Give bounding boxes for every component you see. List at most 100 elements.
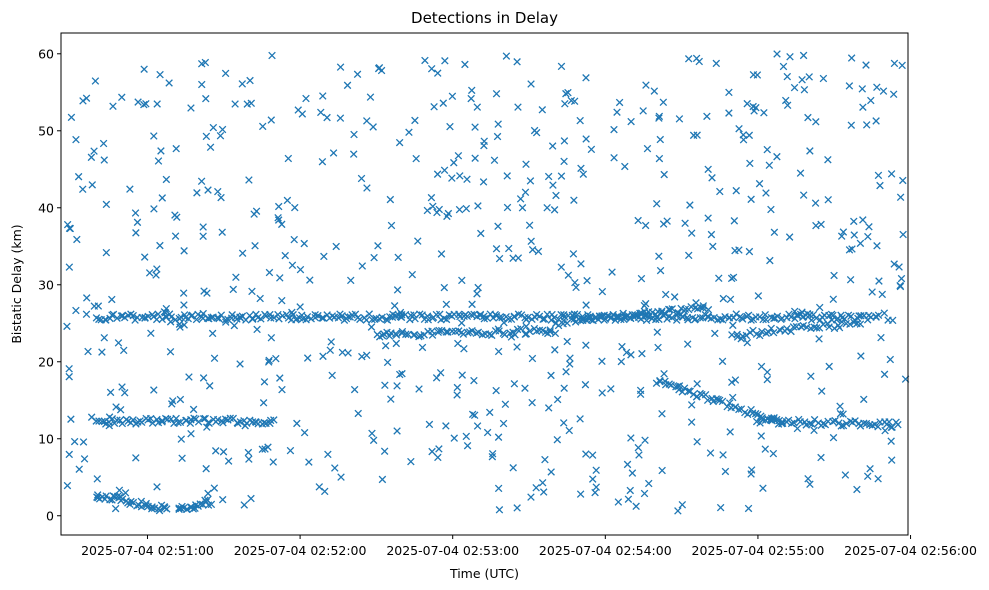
scatter-point (421, 56, 429, 65)
scatter-point (468, 410, 477, 419)
scatter-point (463, 175, 471, 184)
scatter-point (815, 303, 824, 312)
y-axis-ticks: 0 10 20 30 40 50 60 (38, 46, 61, 523)
scatter-point (190, 414, 198, 422)
scatter-point (180, 321, 188, 329)
scatter-point (898, 61, 906, 70)
scatter-point (810, 426, 818, 435)
scatter-point (797, 323, 805, 331)
scatter-point (543, 203, 551, 212)
scatter-point (500, 318, 508, 327)
scatter-point (258, 122, 267, 131)
scatter-point (726, 295, 735, 304)
scatter-point (131, 209, 140, 217)
scatter-point (769, 449, 778, 458)
scatter-point (746, 159, 754, 168)
scatter-point (549, 181, 557, 189)
scatter-point (639, 107, 647, 115)
scatter-point (199, 223, 207, 231)
scatter-point (617, 357, 626, 366)
scatter-point (106, 388, 115, 397)
scatter-point (798, 75, 806, 84)
scatter-point (474, 328, 483, 337)
x-axis-label: Time (UTC) (449, 566, 519, 581)
scatter-point (436, 369, 445, 377)
scatter-point (607, 385, 615, 393)
scatter-point (848, 245, 856, 253)
scatter-point (354, 409, 362, 418)
scatter-point (812, 324, 821, 332)
scatter-point (521, 188, 530, 196)
scatter-point (538, 106, 547, 114)
scatter-point (687, 401, 696, 409)
scatter-points (63, 50, 910, 515)
scatter-point (435, 326, 443, 335)
scatter-point (766, 256, 774, 265)
scatter-point (199, 374, 208, 382)
scatter-point (610, 153, 618, 162)
scatter-point (315, 483, 324, 491)
scatter-point (462, 432, 471, 441)
scatter-point (876, 181, 884, 190)
scatter-point (618, 342, 626, 351)
scatter-point (246, 76, 254, 85)
scatter-point (582, 341, 590, 349)
y-axis-label: Bistatic Delay (km) (9, 224, 24, 343)
scatter-point (622, 348, 631, 357)
scatter-point (140, 65, 148, 73)
scatter-point (757, 432, 766, 440)
scatter-point (721, 467, 730, 476)
scatter-point (726, 428, 734, 436)
scatter-point (392, 331, 401, 339)
scatter-point (525, 327, 534, 335)
scatter-point (888, 316, 897, 325)
scatter-point (532, 128, 541, 137)
scatter-point (318, 157, 327, 166)
scatter-point (453, 383, 462, 392)
x-tick-label: 2025-07-04 02:55:00 (692, 543, 825, 558)
scatter-point (846, 320, 854, 328)
scatter-point (839, 228, 848, 236)
scatter-point (842, 419, 851, 428)
scatter-point (829, 417, 837, 426)
scatter-point (63, 322, 71, 331)
scatter-point (134, 98, 142, 106)
scatter-point (846, 275, 855, 284)
scatter-point (140, 253, 149, 261)
scatter-point (853, 485, 861, 494)
scatter-point (127, 497, 135, 506)
scatter-point (129, 416, 137, 424)
scatter-point (718, 357, 727, 366)
scatter-point (527, 493, 535, 501)
scatter-point (778, 419, 787, 428)
scatter-point (331, 464, 339, 472)
scatter-point (256, 294, 264, 303)
scatter-point (858, 85, 867, 93)
y-tick-label: 40 (38, 200, 54, 215)
scatter-point (91, 77, 100, 85)
scatter-point (172, 144, 180, 153)
scatter-point (641, 436, 649, 444)
scatter-point (132, 229, 140, 237)
scatter-point (210, 354, 219, 362)
scatter-point (725, 399, 734, 407)
scatter-point (656, 266, 665, 275)
scatter-point (119, 346, 128, 355)
scatter-point (890, 260, 898, 268)
scatter-point (731, 376, 740, 384)
scatter-point (582, 135, 590, 143)
scatter-point (418, 343, 427, 352)
scatter-point (65, 364, 73, 373)
scatter-point (442, 328, 450, 336)
scatter-point (895, 263, 903, 271)
scatter-point (640, 489, 649, 498)
scatter-point (767, 416, 776, 424)
scatter-point (247, 99, 256, 108)
scatter-point (494, 433, 503, 441)
scatter-point (504, 315, 513, 323)
scatter-point (433, 170, 442, 178)
scatter-point (327, 338, 335, 346)
scatter-point (546, 328, 554, 336)
scatter-point (760, 108, 768, 117)
scatter-point (494, 347, 503, 356)
